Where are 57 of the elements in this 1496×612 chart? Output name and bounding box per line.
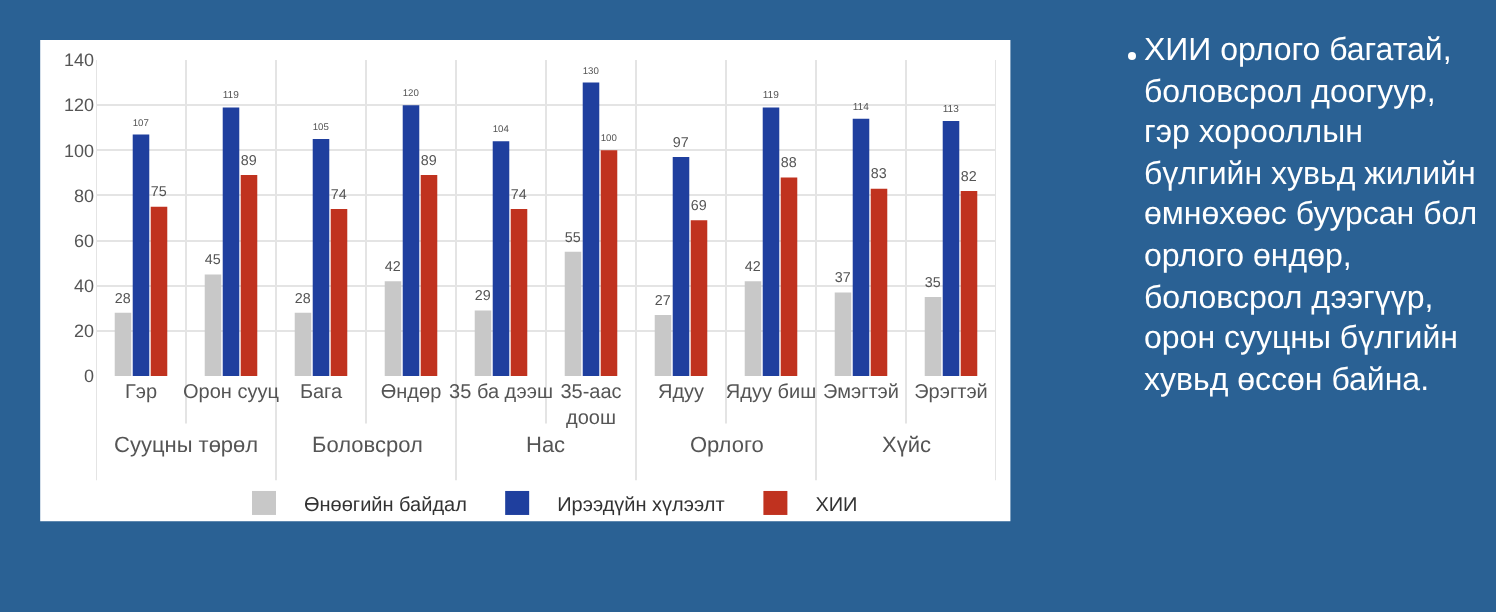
x-tick-label: Орон сууц	[183, 382, 280, 404]
bar	[384, 281, 402, 376]
x-tick-label: Өндөр	[380, 382, 443, 404]
x-tick-label: Ядуу	[657, 382, 705, 404]
bar	[834, 292, 852, 376]
legend-label: Ирээдүйн хүлээлт	[557, 494, 726, 517]
text: Боловсрол	[312, 434, 423, 458]
bar	[690, 220, 708, 376]
bar	[474, 310, 492, 376]
bar	[600, 150, 618, 376]
bar	[960, 190, 978, 376]
bar	[492, 141, 510, 376]
bar	[312, 139, 330, 376]
bar	[942, 120, 960, 376]
x-tick-label: Бага	[299, 382, 343, 404]
bar	[852, 118, 870, 376]
y-tick-label: 20	[73, 321, 94, 342]
bar	[564, 251, 582, 376]
y-tick-label: 120	[63, 95, 94, 116]
x-tick-label: Гэр	[124, 382, 158, 404]
y-tick-label: 60	[73, 230, 94, 251]
x-tick-label: Эрэгтэй	[914, 382, 988, 404]
text: Орлого	[690, 434, 764, 458]
bar	[114, 312, 132, 376]
y-tick-label: 0	[83, 366, 94, 387]
bar	[402, 105, 420, 376]
bar	[762, 107, 780, 376]
x-tick-label: 35 ба дээш	[449, 382, 553, 404]
bar	[780, 177, 798, 376]
y-tick-label: 140	[63, 50, 94, 71]
bar	[240, 175, 258, 376]
bar	[420, 175, 438, 376]
y-tick-label: 40	[73, 276, 94, 297]
text: Хүйс	[882, 434, 932, 458]
x-tick-label: 35-аас доош	[560, 382, 622, 430]
legend-label: Өнөөгийн байдал	[304, 494, 468, 517]
bar	[294, 312, 312, 376]
y-tick-label: 100	[63, 140, 94, 161]
legend-label: ХИИ	[815, 494, 858, 517]
bar	[150, 206, 168, 376]
bar	[330, 208, 348, 376]
bar	[204, 274, 222, 376]
bar	[924, 297, 942, 376]
x-tick-label: Эмэгтэй	[823, 382, 899, 404]
bar	[870, 188, 888, 376]
bar	[510, 208, 528, 376]
text: Сууцны төрөл	[114, 434, 259, 458]
bar	[222, 107, 240, 376]
text: Нас	[526, 434, 567, 458]
bar	[744, 281, 762, 376]
bar	[132, 134, 150, 376]
bar	[654, 315, 672, 376]
text: ХИИ орлого багатай, боловсрол доогуур, гэр хорооллын бүлгийн хувьд жилийн өмнөхөөс буурсан бол орлого өндөр, боловсрол дээгүүр, орон сууцны бүлгийн хувьд өссөн байна.	[1144, 34, 1478, 398]
y-tick-label: 80	[73, 185, 94, 206]
x-tick-label: Ядуу биш	[725, 382, 817, 404]
bar	[582, 82, 600, 376]
bar	[672, 157, 690, 376]
